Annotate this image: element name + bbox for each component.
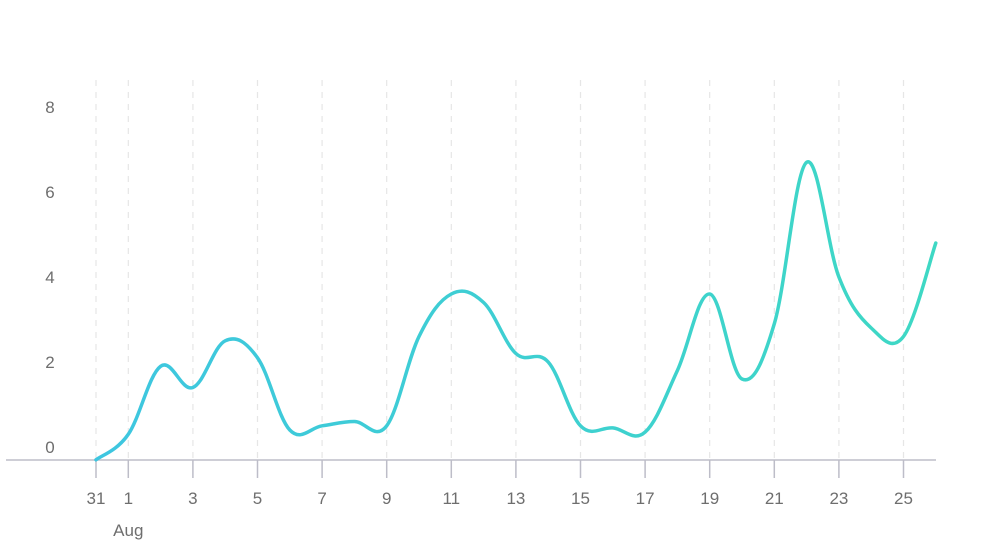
x-axis-ticks: 31 1 3 5 7 9 11 13 15 17 19 21 23 25	[87, 460, 913, 508]
y-tick-label: 0	[45, 438, 54, 457]
x-axis-month-label: Aug	[113, 521, 143, 540]
x-tick-label: 21	[765, 489, 784, 508]
y-tick-label: 4	[45, 268, 54, 287]
x-tick-label: 11	[442, 489, 460, 508]
series-line	[94, 160, 938, 462]
x-tick-label: 1	[124, 489, 133, 508]
x-tick-label: 25	[894, 489, 913, 508]
y-axis-tick-labels: 0 2 4 6 8	[45, 98, 54, 457]
y-tick-label: 6	[45, 183, 54, 202]
x-tick-label: 17	[636, 489, 655, 508]
y-tick-label: 8	[45, 98, 54, 117]
x-tick-label: 15	[571, 489, 590, 508]
vertical-gridlines	[95, 80, 905, 460]
y-tick-label: 2	[45, 353, 54, 372]
x-tick-label: 5	[253, 489, 262, 508]
x-tick-label: 13	[506, 489, 525, 508]
x-tick-label: 23	[829, 489, 848, 508]
x-tick-label: 31	[87, 489, 106, 508]
x-tick-label: 19	[700, 489, 719, 508]
x-tick-label: 3	[188, 489, 197, 508]
x-tick-label: 9	[382, 489, 391, 508]
x-tick-label: 7	[317, 489, 326, 508]
